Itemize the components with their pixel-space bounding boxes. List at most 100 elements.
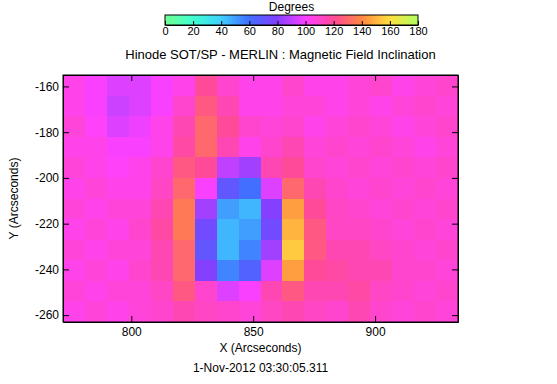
tick-label: 160 [381,25,399,37]
heat-cell [436,240,458,261]
heat-cell [414,281,436,302]
heat-cell [239,157,261,178]
heat-cell [261,178,283,199]
heat-cell [370,219,392,240]
heat-cell [85,199,107,220]
heat-cell [370,281,392,302]
tick: -260 [35,308,69,322]
tick-label: -240 [35,263,59,277]
heat-cell [129,116,151,137]
heat-cell [239,260,261,281]
heat-cell [304,116,326,137]
heat-cell [239,178,261,199]
heat-cell [436,301,458,322]
heat-cell [304,199,326,220]
axis-xticks [64,75,459,81]
heat-cell [326,199,348,220]
heat-cell [261,240,283,261]
heat-cell [282,219,304,240]
tick: 800 [122,316,142,339]
heat-cell [239,137,261,158]
tick-label: 850 [244,325,264,339]
tick: 100 [297,21,315,37]
heat-cell [195,240,217,261]
heat-cell [173,260,195,281]
heat-cell [195,199,217,220]
heat-cell [63,301,85,322]
heat-cell [173,301,195,322]
tick [131,75,132,81]
heat-cell [392,219,414,240]
tick: 900 [366,316,386,339]
heat-cell [107,96,129,117]
tick-label: -200 [35,171,59,185]
tick-label: 800 [122,325,142,339]
heat-cell [217,199,239,220]
heat-cell [414,301,436,322]
heat-cell [348,240,370,261]
tick: -200 [35,171,69,185]
heat-cell [173,199,195,220]
heat-cell [217,281,239,302]
heat-cell [151,199,173,220]
title: Hinode SOT/SP - MERLIN : Magnetic Field … [125,47,435,62]
tick-mark [131,316,132,322]
heat-cell [195,178,217,199]
axis-zticks: 020406080100120140160180 [162,21,427,37]
heat-cell [392,178,414,199]
heat-cell [348,260,370,281]
heat-cell [261,199,283,220]
heat-cell [151,75,173,96]
heat-cell [151,260,173,281]
tick-label: 100 [297,25,315,37]
heat-cell [348,178,370,199]
heat-cell [392,301,414,322]
heat-cell [326,75,348,96]
heat-cell [151,178,173,199]
heat-cell [151,281,173,302]
heat-cell [63,96,85,117]
heat-cell [129,137,151,158]
tick-mark [253,75,254,81]
heat-cell [304,260,326,281]
heat-cell [217,116,239,137]
tick: 0 [162,21,168,37]
heat-cell [129,219,151,240]
heat-cell [282,157,304,178]
heat-cell [436,116,458,137]
heat-cell [414,75,436,96]
heat-cell [282,199,304,220]
tick-mark [63,315,69,316]
heat-cell [173,178,195,199]
tick: 180 [409,21,427,37]
heat-cell [129,178,151,199]
tick-label: 20 [187,25,199,37]
heat-cell [370,301,392,322]
heat-cell [173,75,195,96]
tick: 850 [244,316,264,339]
heat-cell [85,240,107,261]
heat-cell [282,96,304,117]
heat-cell [370,157,392,178]
heat-cell [173,137,195,158]
tick-label: 900 [366,325,386,339]
heat-cell [348,96,370,117]
heat-cell [304,281,326,302]
tick [452,315,458,316]
heat-cell [107,75,129,96]
heat-cell [326,301,348,322]
tick-mark [452,224,458,225]
heat-cell [151,219,173,240]
heat-cell [282,281,304,302]
heat-cell [173,157,195,178]
heat-cell [304,240,326,261]
tick-mark [375,316,376,322]
heat-cell [370,75,392,96]
heat-cell [370,260,392,281]
heat-cell [304,219,326,240]
heat-cell [326,96,348,117]
heat-cell [63,281,85,302]
heat-cell [85,116,107,137]
heat-cell [261,301,283,322]
heat-cell [326,260,348,281]
